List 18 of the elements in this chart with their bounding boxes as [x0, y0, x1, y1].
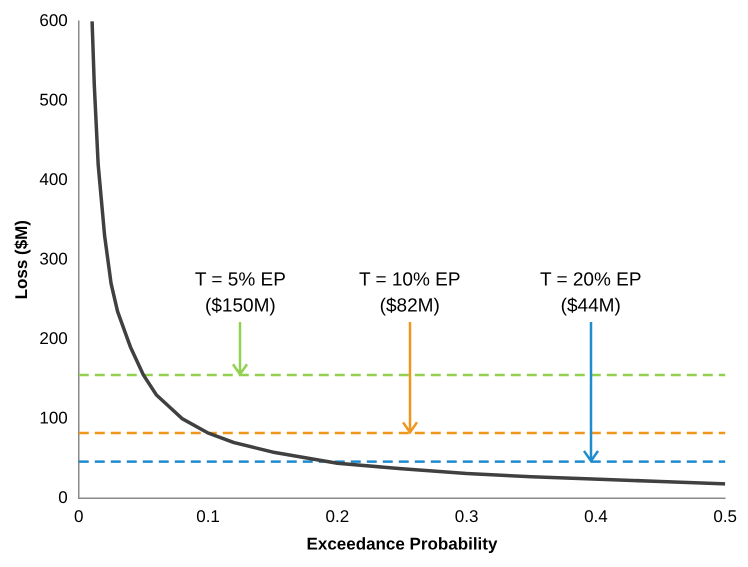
y-tick-label: 200	[39, 328, 68, 348]
x-tick-label: 0.1	[196, 507, 220, 526]
x-tick-label: 0.3	[454, 507, 478, 526]
annotation: T = 20% EP ($44M)	[540, 270, 642, 317]
y-tick-label: 600	[39, 10, 68, 30]
y-tick-label: 0	[58, 488, 68, 507]
y-tick-label: 400	[39, 170, 68, 189]
x-tick-label: 0	[74, 507, 84, 526]
annotation: T = 10% EP ($82M)	[358, 270, 461, 317]
y-axis-title: Loss ($M)	[12, 220, 31, 300]
x-axis-title: Exceedance Probability	[306, 534, 498, 554]
x-tick-label: 0.2	[326, 507, 350, 526]
y-tick-label: 300	[39, 249, 68, 268]
x-tick-label: 0.5	[713, 507, 738, 526]
x-tick-label: 0.4	[584, 507, 608, 526]
annotation: T = 5% EP ($150M)	[194, 270, 286, 317]
y-tick-label: 500	[39, 90, 68, 110]
y-tick-label: 100	[39, 408, 68, 428]
